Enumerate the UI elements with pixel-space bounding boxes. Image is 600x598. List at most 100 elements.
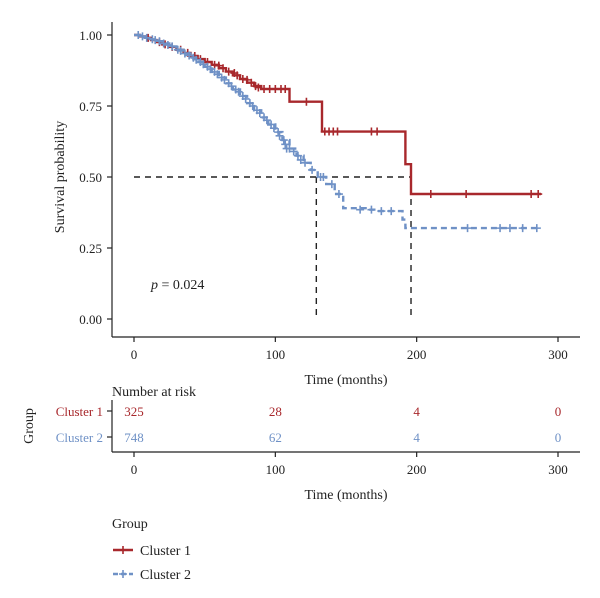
censor-mark (289, 147, 298, 156)
y-tick-label: 1.00 (79, 28, 102, 43)
censor-mark (151, 36, 160, 45)
p-value-symbol: p (150, 278, 158, 293)
censor-mark (367, 205, 376, 214)
x-ticks: 0 100 200 300 (131, 337, 568, 362)
survival-plot: Survival probability 0.00 0.25 0.50 0.75 1.0… (53, 22, 580, 388)
risk-x-ticks: 0 100 200 300 (131, 452, 568, 477)
risk-row-name: Cluster 2 (56, 430, 103, 445)
censor-mark (234, 87, 243, 96)
legend-label: Cluster 2 (140, 568, 191, 583)
y-ticks: 0.00 0.25 0.50 0.75 1.00 (79, 28, 112, 327)
legend-censor-mark (119, 570, 127, 578)
legend-item: Cluster 2 (113, 568, 191, 583)
censor-mark (301, 158, 310, 167)
legend-label: Cluster 1 (140, 544, 191, 559)
censor-mark (534, 190, 543, 199)
censor-mark (462, 190, 471, 199)
censor-mark (279, 136, 288, 145)
p-value-text: = 0.024 (158, 278, 204, 293)
censor-mark (168, 42, 177, 51)
censor-mark (238, 75, 247, 84)
risk-count: 28 (269, 404, 282, 419)
censor-mark (296, 155, 305, 164)
censor-mark (377, 207, 386, 216)
y-axis-label: Survival probability (53, 121, 68, 233)
censor-mark (248, 102, 257, 110)
censor-mark (227, 82, 236, 91)
risk-row-name: Cluster 1 (56, 404, 103, 419)
censor-mark (180, 49, 189, 58)
censor-mark (155, 37, 164, 46)
risk-x-axis-label: Time (months) (304, 488, 387, 503)
legend-items: Cluster 1 Cluster 2 (113, 544, 191, 583)
y-tick-label: 0.25 (79, 241, 102, 256)
risk-count: 4 (413, 404, 420, 419)
censor-mark (334, 190, 343, 199)
risk-count: 0 (555, 430, 562, 445)
censor-mark (269, 124, 278, 133)
censor-mark (192, 55, 201, 64)
censor-mark (293, 151, 302, 160)
censor-mark (285, 144, 294, 153)
x-tick-label: 100 (266, 347, 286, 362)
censor-mark (274, 128, 283, 137)
risk-count: 748 (124, 430, 144, 445)
risk-table-title: Number at risk (112, 385, 196, 400)
censor-mark (224, 67, 233, 76)
censor-mark (254, 83, 263, 92)
censor-mark (262, 116, 271, 125)
legend-title: Group (112, 517, 148, 532)
series-2 (134, 31, 541, 233)
censor-mark (356, 205, 365, 214)
censor-mark (213, 70, 222, 79)
risk-x-tick-label: 100 (266, 462, 286, 477)
censor-mark (159, 39, 168, 48)
censor-mark (387, 207, 396, 216)
risk-count: 325 (124, 404, 144, 419)
risk-count: 62 (269, 430, 282, 445)
censor-mark (134, 31, 143, 39)
survival-curves (134, 31, 543, 233)
censor-mark (220, 75, 229, 84)
y-tick-label: 0.50 (79, 170, 102, 185)
censor-mark (518, 224, 527, 233)
risk-x-tick-label: 0 (131, 462, 138, 477)
censor-mark (527, 190, 536, 199)
censor-mark (319, 173, 328, 181)
censor-mark (241, 94, 250, 103)
censor-mark (532, 224, 541, 233)
censor-mark (255, 109, 264, 118)
censor-mark (176, 46, 185, 55)
censor-mark (247, 78, 256, 87)
censor-mark (302, 97, 311, 106)
x-tick-label: 300 (548, 347, 568, 362)
risk-count: 4 (413, 430, 420, 445)
risk-rows: Cluster 1 325 28 4 0 Cluster 2 748 62 4 0 (56, 404, 562, 445)
risk-x-tick-label: 200 (407, 462, 427, 477)
censor-mark (308, 165, 317, 174)
x-tick-label: 0 (131, 347, 138, 362)
legend-censor-mark (119, 546, 127, 554)
censor-mark (281, 140, 290, 149)
censor-mark (243, 75, 252, 84)
censor-mark (199, 60, 208, 69)
censor-mark (496, 224, 505, 233)
censor-mark (333, 127, 342, 136)
risk-x-tick-label: 300 (548, 462, 568, 477)
censor-mark (505, 224, 514, 233)
x-axis-label: Time (months) (304, 373, 387, 388)
censor-mark (185, 51, 194, 60)
censor-mark (138, 32, 147, 41)
legend-item: Cluster 1 (113, 544, 191, 559)
censor-mark (206, 65, 215, 74)
censor-mark (373, 127, 382, 136)
x-tick-label: 200 (407, 347, 427, 362)
censor-mark (142, 33, 151, 42)
median-reference-lines (134, 176, 412, 319)
y-tick-label: 0.75 (79, 99, 102, 114)
censor-mark (281, 84, 290, 93)
censor-mark (219, 64, 228, 73)
y-tick-label: 0.00 (79, 312, 102, 327)
